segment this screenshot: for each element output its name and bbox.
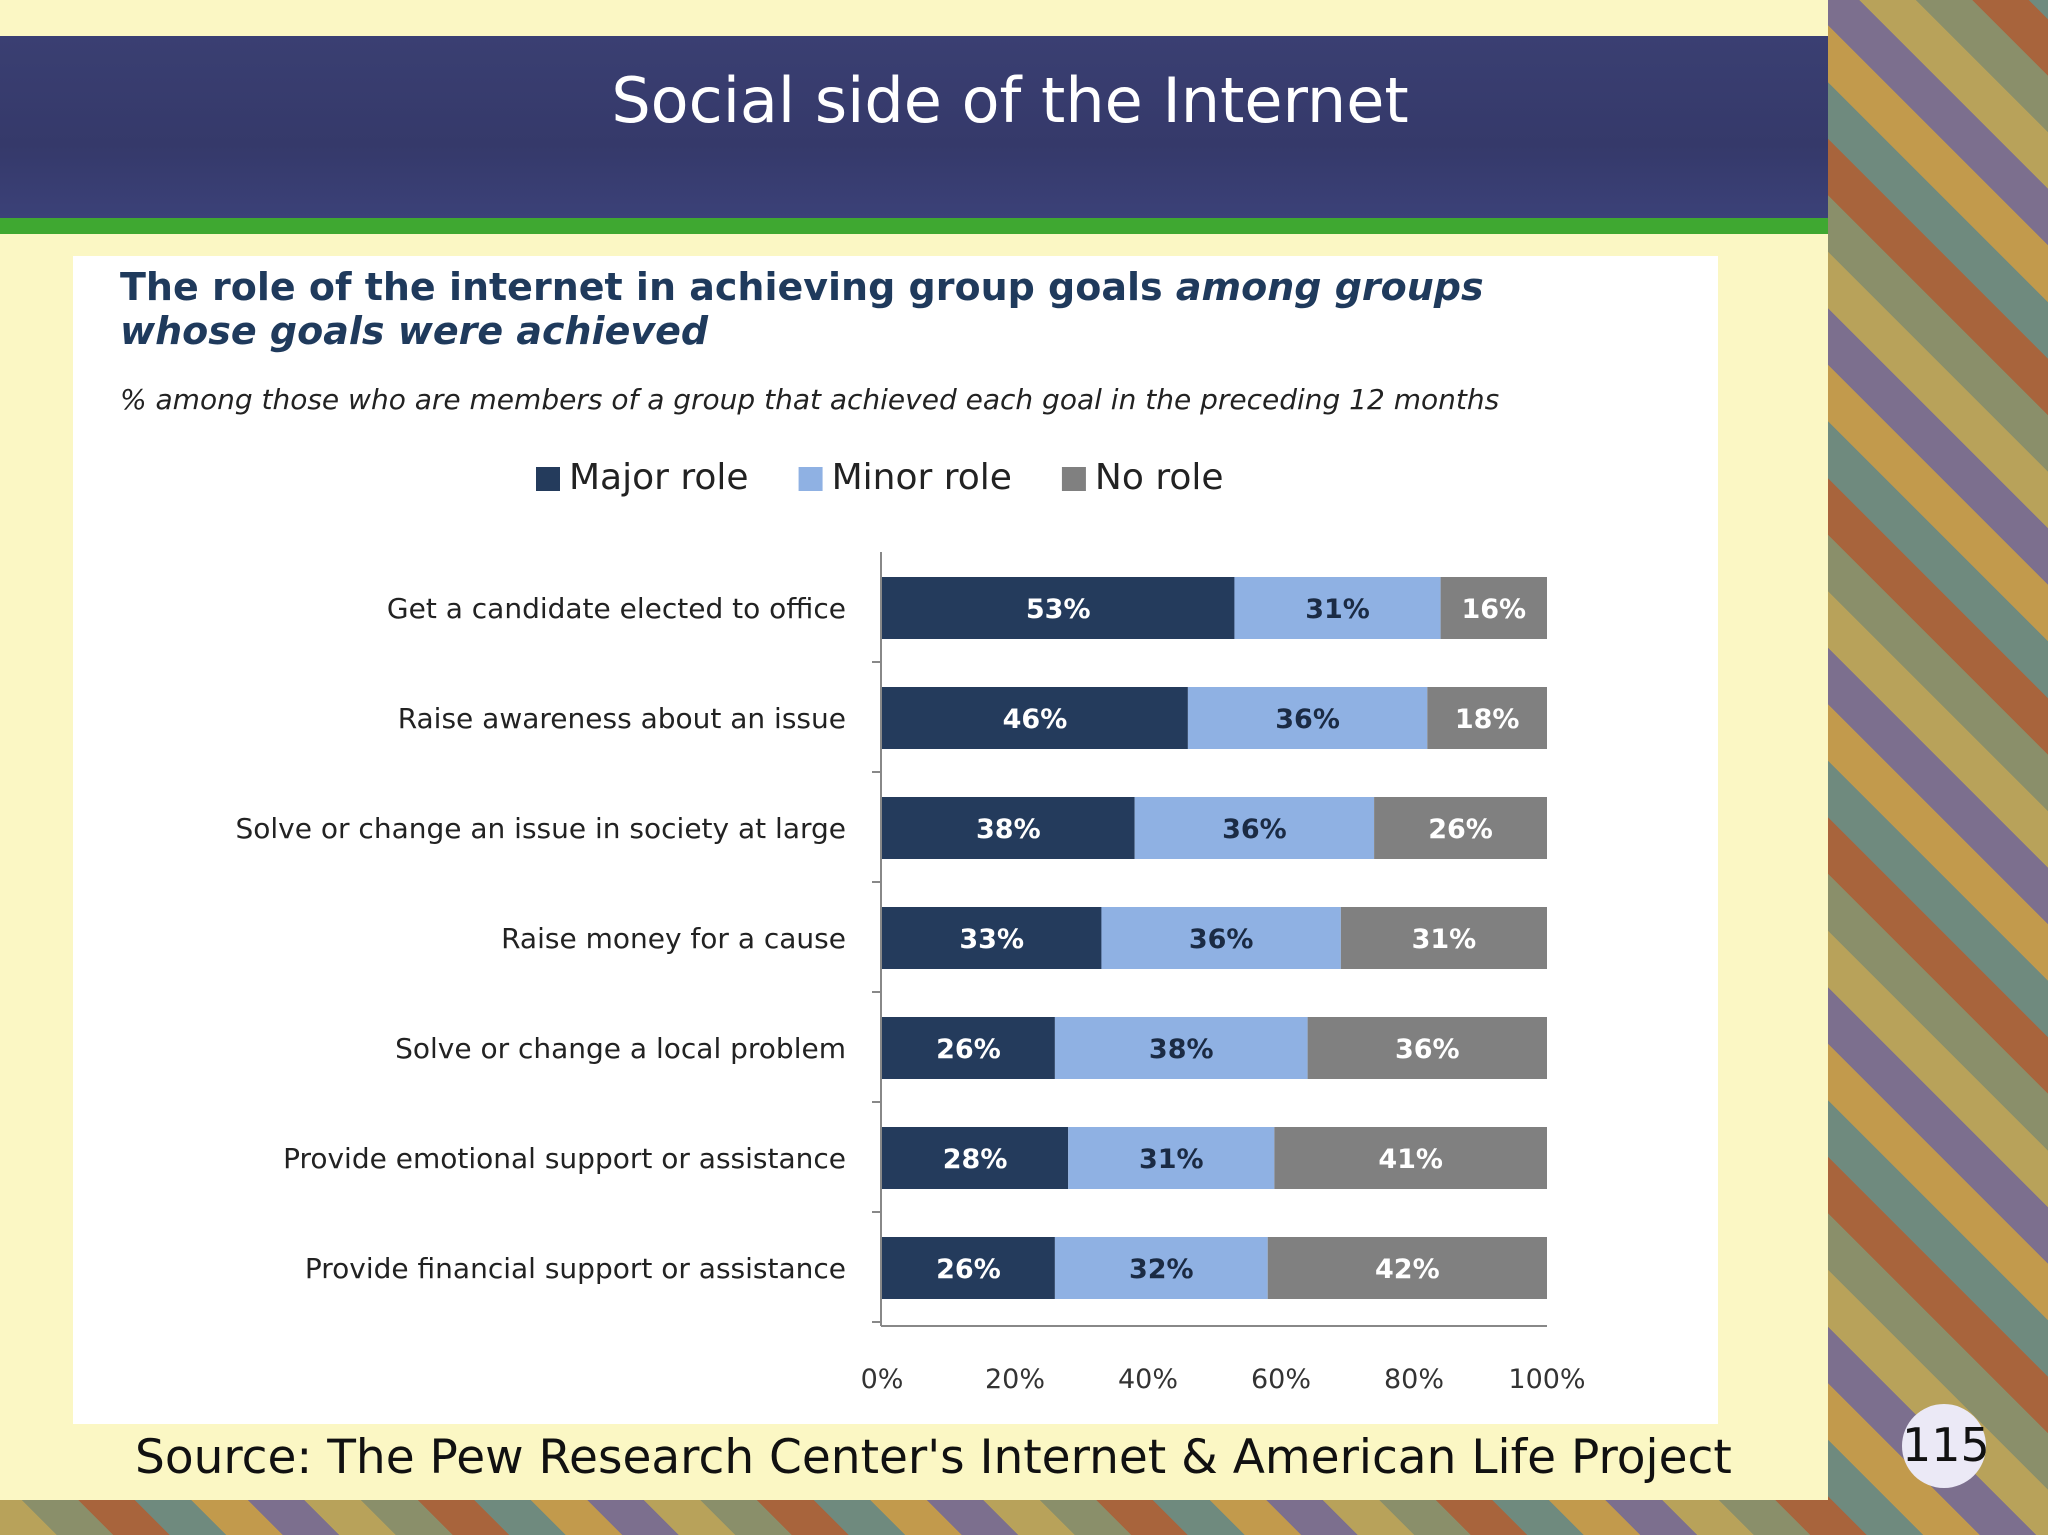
stacked-bar-chart: The role of the internet in achieving gr…	[120, 265, 1586, 1395]
page-number: 115	[1902, 1418, 1990, 1472]
data-label: 32%	[1129, 1254, 1194, 1285]
bar-segment	[882, 907, 1102, 969]
data-label: 53%	[1026, 594, 1091, 625]
bar-segment	[1267, 1237, 1547, 1299]
data-label: 36%	[1189, 924, 1254, 955]
data-label: 26%	[1428, 814, 1493, 845]
bar-segment	[1427, 687, 1547, 749]
bar-segment	[882, 1237, 1055, 1299]
category-label: Solve or change a local problem	[395, 1032, 846, 1065]
data-label: 42%	[1375, 1254, 1440, 1285]
bar-segment	[882, 797, 1135, 859]
bar-segment	[1054, 1237, 1268, 1299]
data-label: 46%	[1003, 704, 1068, 735]
legend-swatch-2	[798, 467, 823, 491]
data-label: 31%	[1139, 1144, 1204, 1175]
x-tick-label: 80%	[1384, 1364, 1444, 1395]
legend-swatch-1	[536, 467, 560, 491]
chart-title-line1-normal: The role of the internet in achieving gr…	[120, 265, 1176, 309]
data-label: 31%	[1305, 594, 1370, 625]
category-label: Raise money for a cause	[501, 922, 846, 955]
data-label: 36%	[1395, 1034, 1460, 1065]
page-number-badge	[1902, 1404, 1986, 1488]
bar-segment	[1374, 797, 1547, 859]
chart-title-line1-italic: among groups	[1176, 265, 1484, 309]
bar-segment	[1307, 1017, 1547, 1079]
bar-segment	[1187, 687, 1428, 749]
bar-segment	[1101, 907, 1341, 969]
bar-segment	[1134, 797, 1375, 859]
data-label: 31%	[1412, 924, 1477, 955]
bar-segment	[1440, 577, 1547, 639]
legend-label-1: Major role	[569, 457, 749, 498]
legend-label-3: No role	[1095, 457, 1224, 498]
bar-segment	[882, 577, 1235, 639]
data-label: 38%	[976, 814, 1041, 845]
chart-legend: Major role Minor role No role	[536, 457, 1224, 498]
x-tick-label: 60%	[1251, 1364, 1311, 1395]
chart-title-line1: The role of the internet in achieving gr…	[120, 265, 1484, 309]
data-label: 36%	[1275, 704, 1340, 735]
slide-title: Social side of the Internet	[611, 64, 1409, 137]
data-label: 41%	[1378, 1144, 1443, 1175]
bar-segment	[882, 1127, 1069, 1189]
bar-segment	[1340, 907, 1547, 969]
category-label: Provide emotional support or assistance	[283, 1142, 846, 1175]
chart-panel: The role of the internet in achieving gr…	[73, 256, 1718, 1424]
x-tick-label: 100%	[1508, 1364, 1585, 1395]
bar-segment	[1054, 1017, 1308, 1079]
title-accent-stripe	[0, 218, 1828, 234]
title-bar	[0, 36, 1828, 218]
data-label: 36%	[1222, 814, 1287, 845]
category-label: Raise awareness about an issue	[398, 702, 846, 735]
legend-swatch-3	[1061, 467, 1086, 491]
bar-segment	[1068, 1127, 1275, 1189]
data-label: 26%	[936, 1254, 1001, 1285]
category-label: Get a candidate elected to office	[387, 592, 846, 625]
category-label: Solve or change an issue in society at l…	[236, 812, 847, 845]
data-label: 16%	[1461, 594, 1526, 625]
chart-axes: 0% 20% 40% 60% 80% 100%	[861, 552, 1586, 1395]
chart-bars: Get a candidate elected to office 53% 31% 1…	[236, 577, 1547, 1299]
source-citation: Source: The Pew Research Center's Intern…	[135, 1430, 1732, 1485]
category-label: Provide financial support or assistance	[305, 1252, 846, 1285]
legend-label-2: Minor role	[832, 457, 1012, 498]
chart-title-line2: whose goals were achieved	[120, 309, 709, 353]
data-label: 26%	[936, 1034, 1001, 1065]
bar-segment	[882, 687, 1188, 749]
data-label: 33%	[959, 924, 1024, 955]
data-label: 18%	[1455, 704, 1520, 735]
data-label: 38%	[1149, 1034, 1214, 1065]
bar-segment	[1274, 1127, 1547, 1189]
x-tick-label: 40%	[1118, 1364, 1178, 1395]
data-label: 28%	[943, 1144, 1008, 1175]
chart-subtitle: % among those who are members of a group…	[120, 383, 1499, 416]
x-tick-label: 20%	[985, 1364, 1045, 1395]
bar-segment	[882, 1017, 1055, 1079]
x-tick-label: 0%	[861, 1364, 904, 1395]
bar-segment	[1234, 577, 1441, 639]
